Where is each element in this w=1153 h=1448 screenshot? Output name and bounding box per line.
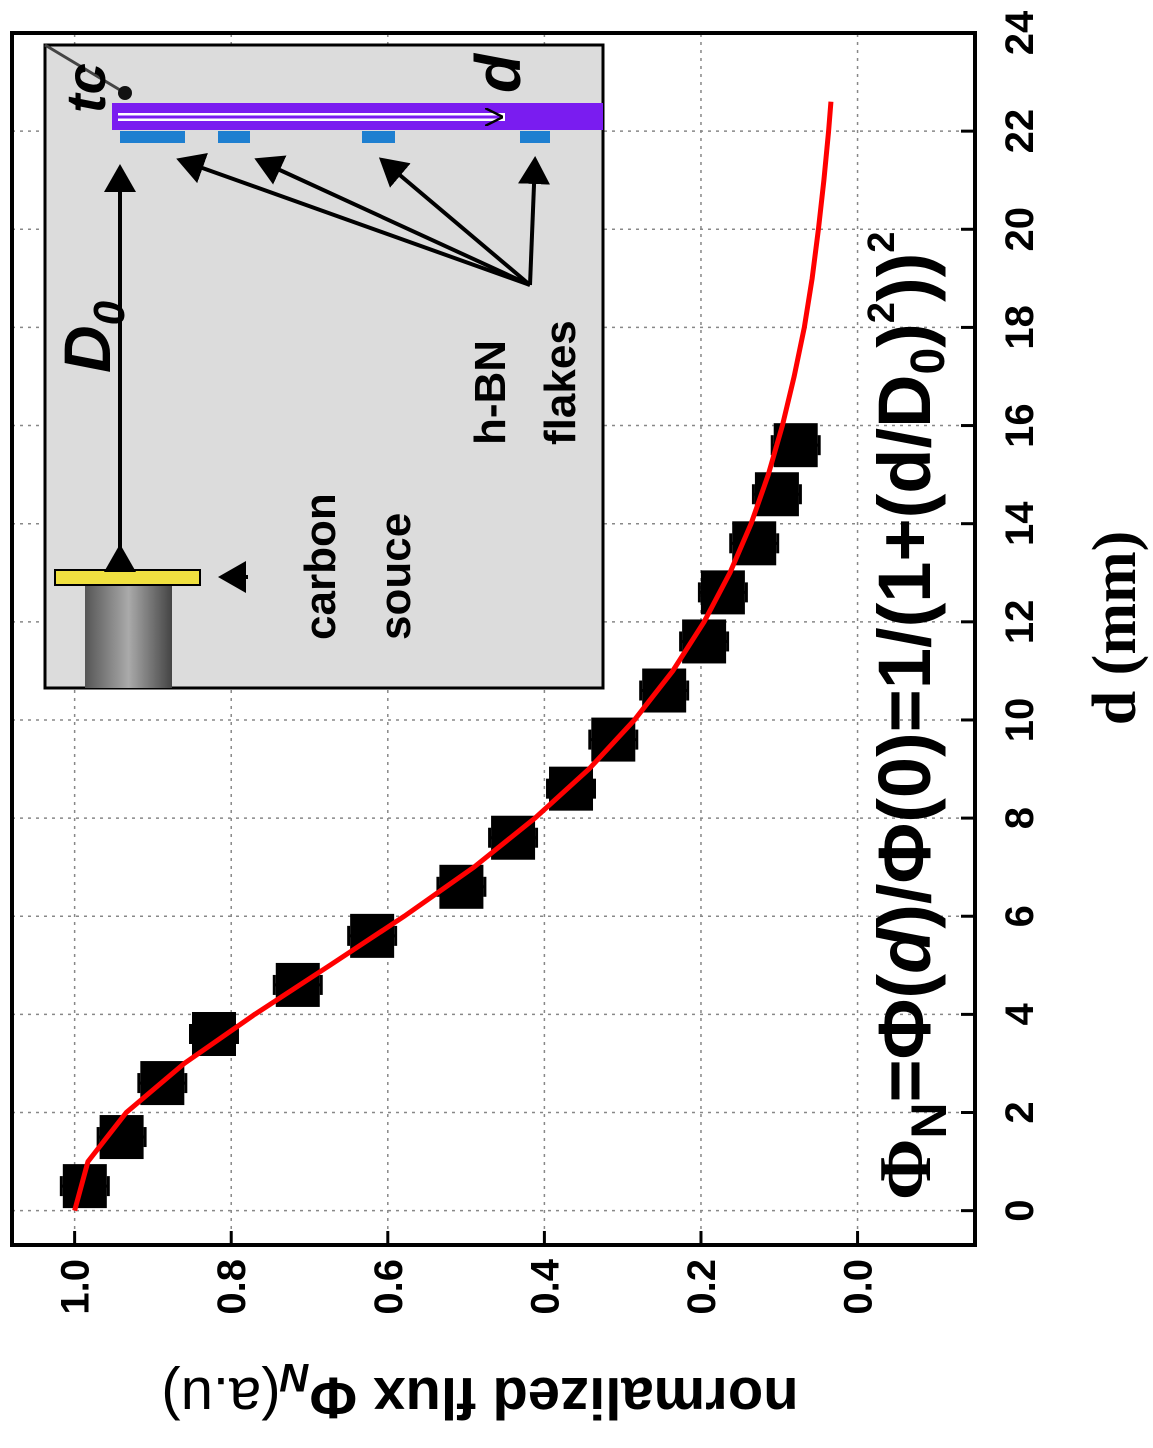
y-tick-label: 0.8: [210, 1259, 254, 1315]
x-tick-label: 24: [998, 10, 1042, 55]
carbon-cylinder: [85, 582, 172, 688]
y-tick-label: 0.2: [680, 1259, 724, 1315]
flakes-label: flakes: [536, 320, 585, 445]
formula-part: 0: [902, 348, 955, 375]
y-axis-label: normalized flux ΦN(a.u): [161, 1355, 798, 1430]
tc-label: tc: [54, 63, 117, 113]
formula-part: )/Φ(0)=1/(1+(d/D: [863, 375, 946, 929]
d-label: d: [462, 52, 534, 93]
formula-part: 2: [861, 232, 903, 253]
formula-part: Φ: [865, 1139, 947, 1200]
y-tick-label: 0.4: [523, 1258, 567, 1314]
y-tick-label: 0.0: [837, 1259, 881, 1315]
x-tick-label: 8: [998, 807, 1042, 829]
formula-part: 2: [861, 302, 903, 323]
x-tick-label: 16: [998, 403, 1042, 448]
thermocouple: [118, 86, 132, 100]
d0-sub: 0: [85, 300, 134, 325]
y-label-part: (a.u): [161, 1365, 280, 1430]
data-point: [642, 669, 686, 713]
fit-formula: ΦN=Φ(d)/Φ(0)=1/(1+(d/D0)2))2: [861, 232, 957, 1200]
flakes-label: h-BN: [466, 340, 515, 445]
y-label-part: N: [280, 1355, 310, 1399]
data-point: [732, 521, 776, 565]
x-tick-label: 4: [998, 1003, 1042, 1026]
y-tick-label: 1.0: [54, 1259, 98, 1315]
flake: [218, 131, 250, 143]
x-tick-label: 18: [998, 305, 1042, 350]
formula-part: ): [863, 323, 946, 348]
x-tick-label: 10: [998, 698, 1042, 743]
d0-main: D: [50, 325, 124, 373]
x-tick-label: 12: [998, 600, 1042, 645]
source-label: souce: [371, 513, 420, 640]
chart: tc d D0 h-BN flakes carbon souce ΦN=Φ(d)…: [0, 0, 1153, 1448]
x-tick-label: 20: [998, 207, 1042, 252]
formula-part: N: [901, 1103, 957, 1139]
carbon-plate: [55, 570, 200, 585]
data-point: [701, 570, 745, 614]
y-label-part: normalized flux Φ: [310, 1365, 799, 1430]
flake: [362, 131, 395, 143]
formula-part: d: [863, 927, 946, 974]
formula-part: )): [863, 253, 946, 302]
rotated-figure: tc d D0 h-BN flakes carbon souce ΦN=Φ(d)…: [12, 10, 1149, 1430]
x-axis-label: d (mm): [1081, 531, 1149, 726]
x-tick-label: 22: [998, 109, 1042, 154]
flake: [520, 131, 550, 143]
x-tick-label: 2: [998, 1101, 1042, 1123]
y-tick-label: 0.6: [367, 1259, 411, 1315]
x-tick-label: 6: [998, 905, 1042, 927]
flake: [120, 131, 185, 143]
formula-part: =Φ(: [863, 974, 946, 1103]
source-label: carbon: [296, 493, 345, 640]
inset: tc d D0 h-BN flakes carbon souce: [45, 45, 603, 688]
x-tick-label: 0: [998, 1200, 1042, 1222]
x-tick-label: 14: [998, 501, 1042, 546]
